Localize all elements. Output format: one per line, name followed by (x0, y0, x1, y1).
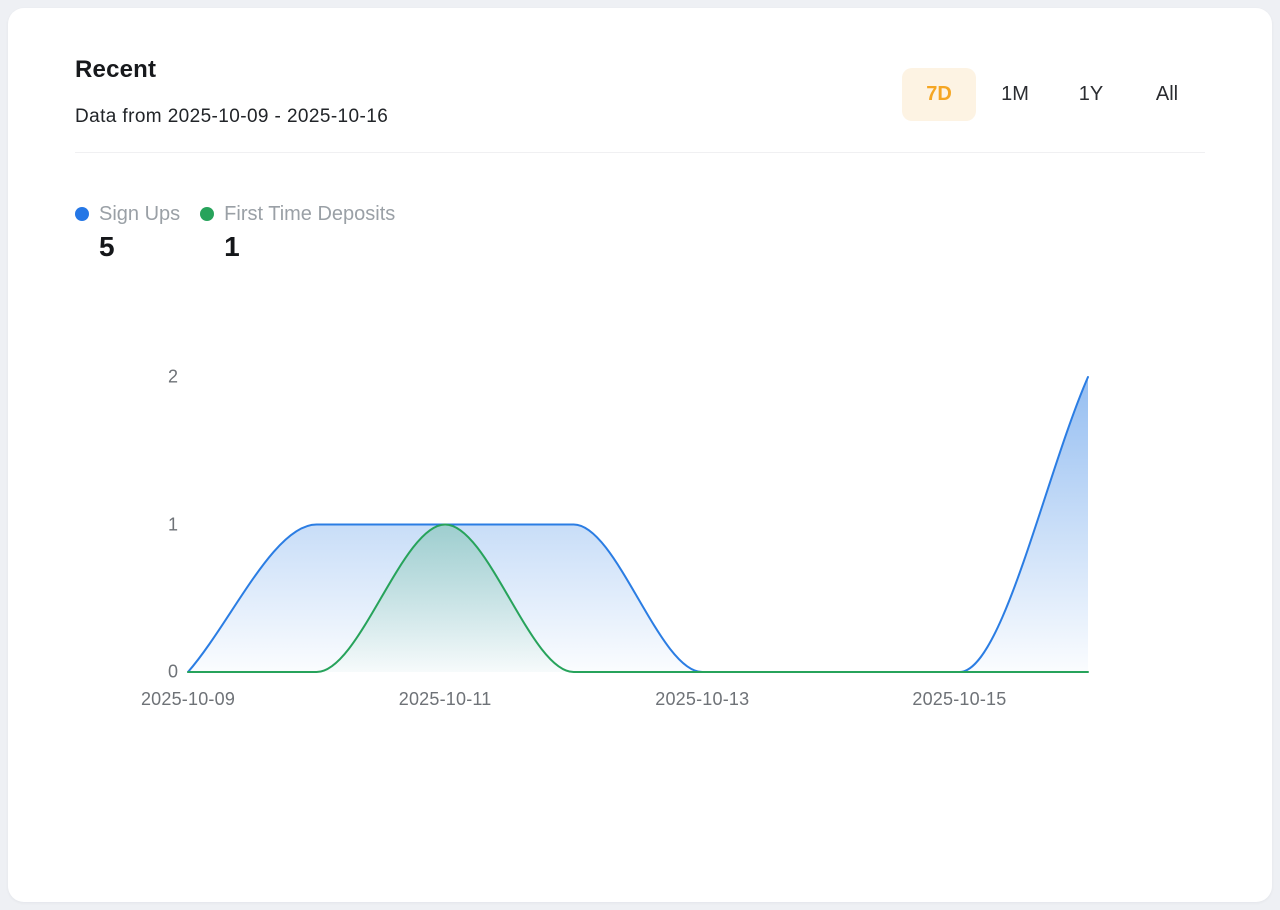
range-option-all[interactable]: All (1130, 68, 1204, 121)
legend-label: Sign Ups (99, 202, 181, 225)
date-range-subtitle: Data from 2025-10-09 - 2025-10-16 (75, 106, 389, 127)
area-chart (187, 376, 1089, 674)
legend-label: First Time Deposits (224, 202, 396, 225)
legend-dot-icon (75, 207, 89, 221)
x-axis-tick: 2025-10-13 (655, 689, 750, 709)
range-selector: 7D 1M 1Y All (902, 68, 1204, 121)
legend-head: Sign Ups (75, 201, 180, 227)
legend-item-sign-ups: Sign Ups 5 (75, 201, 180, 263)
chart-legend: Sign Ups 5 First Time Deposits 1 (75, 201, 395, 263)
y-axis-tick: 1 (167, 514, 178, 534)
sign-ups-line (187, 376, 1089, 674)
legend-head: First Time Deposits (200, 201, 395, 227)
range-option-1m[interactable]: 1M (978, 68, 1052, 121)
first-time-deposits-line (187, 523, 1089, 674)
y-axis-tick: 0 (167, 661, 178, 682)
legend-value: 5 (99, 231, 115, 262)
y-axis-tick: 2 (167, 366, 178, 387)
x-axis-tick: 2025-10-11 (398, 689, 492, 709)
recent-panel: Recent Data from 2025-10-09 - 2025-10-16… (8, 8, 1272, 902)
first-time-deposits-area (188, 524, 1088, 672)
x-axis-tick: 2025-10-15 (912, 689, 1007, 709)
page-title: Recent (75, 56, 157, 83)
x-axis-tick: 2025-10-09 (140, 689, 236, 709)
legend-value: 1 (224, 231, 240, 262)
header-divider (75, 152, 1205, 153)
legend-dot-icon (200, 207, 215, 221)
legend-item-first-time-deposits: First Time Deposits 1 (200, 201, 395, 263)
range-option-7d[interactable]: 7D (902, 68, 976, 121)
range-option-1y[interactable]: 1Y (1054, 68, 1128, 121)
